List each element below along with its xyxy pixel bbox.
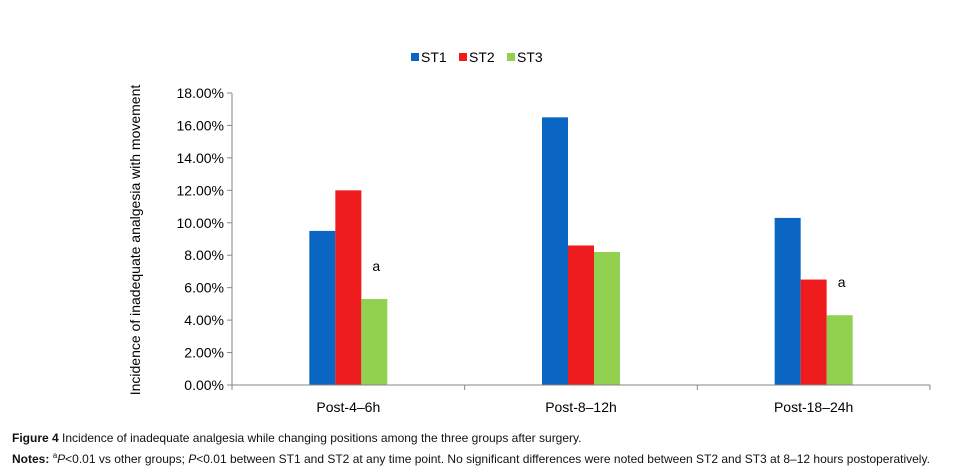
bar-st1-3 xyxy=(774,217,801,385)
bar-chart: ST1 ST2 ST3 Incidence of inadequate analge… xyxy=(127,49,931,415)
annotations: aa xyxy=(372,258,845,290)
figure-notes: Notes: aP<0.01 vs other groups; P<0.01 b… xyxy=(12,448,930,467)
x-axis: Post-4–6h Post-8–12h Post-18–24h xyxy=(231,384,931,415)
bar-st2-3 xyxy=(800,279,827,385)
legend-label-st3: ST3 xyxy=(517,49,543,65)
legend-swatch-st1 xyxy=(411,53,419,61)
notes-p-value-2: P xyxy=(188,452,197,466)
y-tick-label: 4.00% xyxy=(184,312,224,328)
y-tick-label: 14.00% xyxy=(177,150,224,166)
notes-text-2: <0.01 between ST1 and ST2 at any time po… xyxy=(196,452,930,466)
y-tick-label: 2.00% xyxy=(184,345,224,361)
y-axis-label: Incidence of inadequate analgesia with m… xyxy=(127,85,143,396)
y-axis: 0.00% 2.00% 4.00% 6.00% 8.00% 10.00% 12.00% 14.… xyxy=(177,85,233,393)
legend-label-st2: ST2 xyxy=(469,49,495,65)
y-tick-label: 8.00% xyxy=(184,247,224,263)
figure-label: Figure 4 xyxy=(12,431,59,445)
notes-p-value-1: P xyxy=(57,452,66,466)
bars xyxy=(309,117,853,385)
y-tick-label: 6.00% xyxy=(184,280,224,296)
x-tick-label: Post-4–6h xyxy=(316,399,380,415)
legend-swatch-st3 xyxy=(507,53,515,61)
x-tick-label: Post-18–24h xyxy=(774,399,853,415)
figure-text: Incidence of inadequate analgesia while … xyxy=(58,431,582,445)
bar-st1-1 xyxy=(309,230,336,385)
y-tick-label: 16.00% xyxy=(177,117,224,133)
notes-text-1: <0.01 vs other groups; xyxy=(65,452,189,466)
x-tick-label: Post-8–12h xyxy=(545,399,617,415)
bar-st2-1 xyxy=(335,190,362,385)
legend: ST1 ST2 ST3 xyxy=(411,49,543,65)
bar-st3-1 xyxy=(361,299,388,385)
bar-st1-2 xyxy=(542,117,568,385)
legend-swatch-st2 xyxy=(459,53,467,61)
y-tick-label: 10.00% xyxy=(177,215,224,231)
bar-st3-2 xyxy=(594,251,620,385)
y-tick-label: 12.00% xyxy=(177,182,224,198)
annotation-label: a xyxy=(372,258,380,274)
annotation-label: a xyxy=(838,274,846,290)
y-tick-label: 18.00% xyxy=(177,85,224,101)
bar-st3-3 xyxy=(826,315,853,385)
figure-caption: Figure 4 Incidence of inadequate analges… xyxy=(12,431,581,446)
bar-st2-2 xyxy=(568,245,594,385)
y-tick-label: 0.00% xyxy=(184,377,224,393)
notes-label: Notes: xyxy=(12,452,50,466)
legend-label-st1: ST1 xyxy=(421,49,447,65)
notes-superscript: a xyxy=(52,451,58,460)
